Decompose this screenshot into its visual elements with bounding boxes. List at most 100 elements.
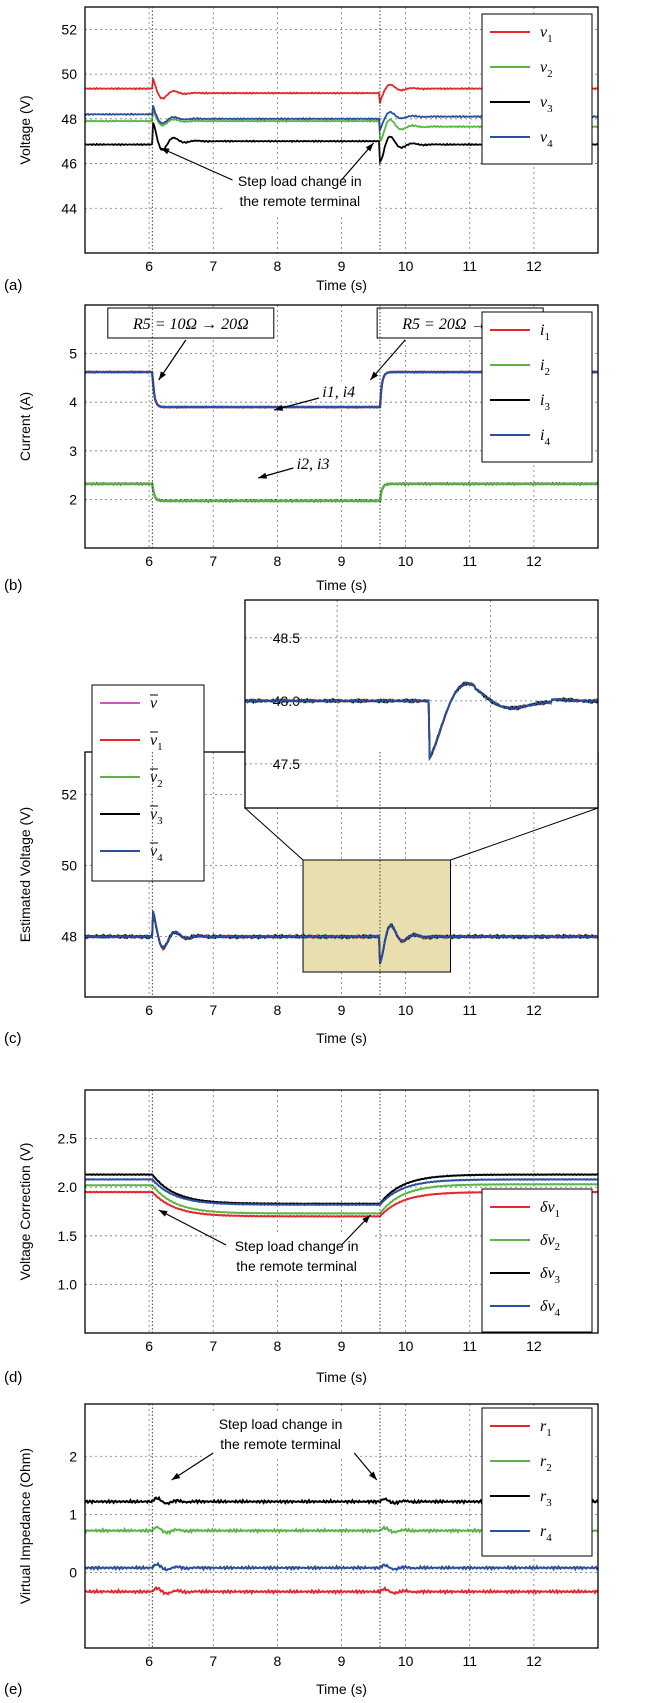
x-tick-label: 11 — [462, 553, 477, 569]
y-axis-title: Current (A) — [17, 392, 33, 461]
x-axis-title: Time (s) — [316, 1369, 367, 1385]
y-tick-label: 1.0 — [58, 1276, 78, 1292]
annotation-arrowhead — [158, 1210, 168, 1217]
inset-tick-label: 47.5 — [273, 756, 300, 772]
x-axis-title: Time (s) — [316, 1030, 367, 1046]
annotation-arrow — [160, 147, 233, 181]
x-tick-label: 11 — [462, 258, 477, 274]
y-tick-label: 52 — [61, 787, 77, 803]
y-axis-title: Estimated Voltage (V) — [17, 807, 33, 942]
legend-label: δv2 — [540, 1232, 560, 1253]
x-tick-label: 8 — [273, 1338, 281, 1354]
y-tick-label: 46 — [61, 156, 77, 172]
legend-box — [481, 1407, 593, 1557]
y-tick-label: 1.5 — [58, 1228, 78, 1244]
x-tick-label: 6 — [145, 553, 153, 569]
legend-label: r3 — [540, 1488, 552, 1509]
annotation-bg — [319, 381, 366, 401]
legend-label: v — [150, 695, 158, 712]
y-axis-title: Voltage Correction (V) — [17, 1143, 33, 1281]
legend-label: v3 — [150, 806, 163, 827]
legend-label: v4 — [540, 129, 553, 150]
panel-b: 6 7 8 9 10 11 12 2 3 4 5 Time (s) Current (A) (b) R5 =… — [4, 304, 599, 594]
annotation-arrowhead — [370, 371, 379, 380]
x-tick-label: 12 — [526, 1653, 542, 1669]
inset-frame — [244, 599, 599, 809]
annotation-bg — [293, 453, 340, 473]
inset-series-line — [244, 681, 599, 762]
annotation-arrowhead — [368, 1471, 377, 1480]
plot-frame — [84, 6, 599, 254]
annotation-arrowhead — [158, 371, 167, 380]
panel-letter: (b) — [4, 577, 22, 594]
annotation-text: Step load change in — [235, 1238, 359, 1254]
x-tick-label: 8 — [273, 553, 281, 569]
annotation-arrowhead — [362, 1215, 371, 1224]
x-tick-label: 10 — [398, 553, 414, 569]
series-line-δv2 — [84, 1182, 599, 1215]
x-tick-label: 12 — [526, 258, 542, 274]
series-line-δv3 — [84, 1173, 599, 1206]
annotation-arrowhead — [160, 148, 170, 155]
inset-tick-label: 48.5 — [273, 630, 300, 646]
y-axis-title: Voltage (V) — [17, 95, 33, 164]
y-tick-label: 50 — [61, 858, 77, 874]
x-tick-label: 12 — [526, 1002, 542, 1018]
x-tick-label: 10 — [398, 1002, 414, 1018]
zoom-connector — [244, 807, 304, 861]
series-line-i2 — [84, 481, 599, 503]
plot-frame — [84, 1089, 599, 1334]
annotation-arrow — [158, 1209, 227, 1246]
series-line-δv4 — [84, 1177, 599, 1207]
annotation-text: Step load change in — [238, 173, 362, 189]
legend-label: r4 — [540, 1523, 552, 1544]
y-tick-label: 2.0 — [58, 1179, 78, 1195]
legend-box — [481, 13, 593, 165]
annotation-arrowhead — [258, 472, 268, 479]
annotation-text: i1, i4 — [322, 384, 355, 401]
panel-letter: (d) — [4, 1369, 22, 1386]
x-tick-label: 11 — [462, 1653, 477, 1669]
panel-c: 6 7 8 9 10 11 12 48 50 52 Time (s) Estimated Voltag… — [4, 599, 599, 1047]
legend-label: i4 — [540, 427, 550, 448]
panel-a: 6 7 8 9 10 11 12 44 46 48 50 52 Time (s) Voltage (V) (… — [4, 6, 599, 294]
y-tick-label: 48 — [61, 111, 77, 127]
legend-label: δv1 — [540, 1199, 560, 1220]
legend-label: v4 — [150, 843, 163, 864]
panel-letter: (c) — [4, 1030, 22, 1047]
annotation-text: the remote terminal — [240, 193, 361, 209]
x-tick-label: 8 — [273, 1653, 281, 1669]
x-tick-label: 9 — [338, 1002, 346, 1018]
legend-label: v1 — [540, 24, 553, 45]
series-line — [84, 1561, 599, 1572]
x-tick-label: 9 — [338, 553, 346, 569]
panel-d: 6 7 8 9 10 11 12 1.0 1.5 2.0 2.5 Time (s) Voltage Co… — [4, 1089, 599, 1386]
legend-label: i1 — [540, 322, 550, 343]
legend-label: v2 — [150, 769, 163, 790]
x-tick-label: 7 — [209, 1338, 217, 1354]
y-tick-label: 3 — [69, 443, 77, 459]
x-tick-label: 6 — [145, 1002, 153, 1018]
legend-box — [481, 1188, 593, 1333]
legend-label: v2 — [540, 59, 553, 80]
y-tick-label: 2.5 — [58, 1131, 78, 1147]
y-tick-label: 5 — [69, 346, 77, 362]
x-tick-label: 9 — [338, 1653, 346, 1669]
x-tick-label: 6 — [145, 1653, 153, 1669]
inset-plot: 47.548.048.5 — [244, 599, 599, 809]
annotation-bg — [204, 1413, 357, 1457]
x-tick-label: 6 — [145, 258, 153, 274]
x-axis-title: Time (s) — [316, 277, 367, 293]
annotation-arrow — [369, 339, 406, 381]
x-tick-label: 11 — [462, 1002, 477, 1018]
x-tick-label: 11 — [462, 1338, 477, 1354]
legend-label: i2 — [540, 357, 550, 378]
panel-letter: (a) — [4, 277, 22, 294]
y-tick-label: 52 — [61, 21, 77, 37]
legend-label: v3 — [540, 94, 553, 115]
x-tick-label: 12 — [526, 1338, 542, 1354]
y-axis-title: Virtual Impedance (Ohm) — [17, 1448, 33, 1604]
x-tick-label: 10 — [398, 1338, 414, 1354]
